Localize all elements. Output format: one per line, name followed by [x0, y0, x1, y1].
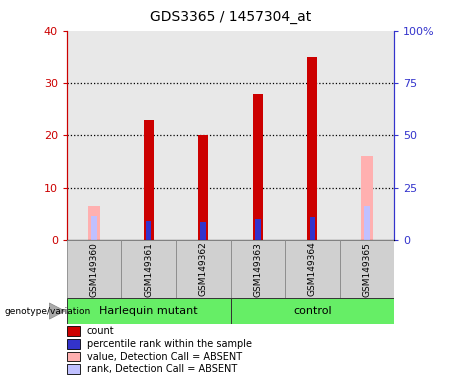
Bar: [144, 120, 154, 240]
Text: GSM149362: GSM149362: [199, 242, 208, 296]
Bar: [67, 240, 121, 298]
Text: GDS3365 / 1457304_at: GDS3365 / 1457304_at: [150, 10, 311, 23]
Bar: [255, 219, 260, 240]
Bar: [340, 240, 394, 298]
Text: GSM149360: GSM149360: [89, 242, 99, 296]
Text: GSM149361: GSM149361: [144, 242, 153, 296]
Bar: [198, 136, 208, 240]
Text: Harlequin mutant: Harlequin mutant: [100, 306, 198, 316]
Bar: [88, 206, 100, 240]
Text: count: count: [87, 326, 114, 336]
Bar: [253, 93, 263, 240]
Bar: [91, 217, 97, 240]
Bar: [310, 217, 315, 240]
Bar: [230, 240, 285, 298]
Bar: [285, 240, 340, 298]
Bar: [230, 298, 394, 324]
Bar: [201, 222, 206, 240]
Bar: [364, 206, 370, 240]
Text: genotype/variation: genotype/variation: [5, 307, 91, 316]
Bar: [176, 240, 230, 298]
Text: percentile rank within the sample: percentile rank within the sample: [87, 339, 252, 349]
Text: GSM149364: GSM149364: [308, 242, 317, 296]
Bar: [307, 57, 317, 240]
Text: control: control: [293, 306, 331, 316]
Bar: [121, 240, 176, 298]
Polygon shape: [49, 303, 65, 319]
Text: GSM149365: GSM149365: [362, 242, 372, 296]
Text: value, Detection Call = ABSENT: value, Detection Call = ABSENT: [87, 351, 242, 362]
Text: rank, Detection Call = ABSENT: rank, Detection Call = ABSENT: [87, 364, 237, 374]
Bar: [67, 298, 230, 324]
Bar: [361, 156, 373, 240]
Bar: [146, 221, 151, 240]
Text: GSM149363: GSM149363: [253, 242, 262, 296]
